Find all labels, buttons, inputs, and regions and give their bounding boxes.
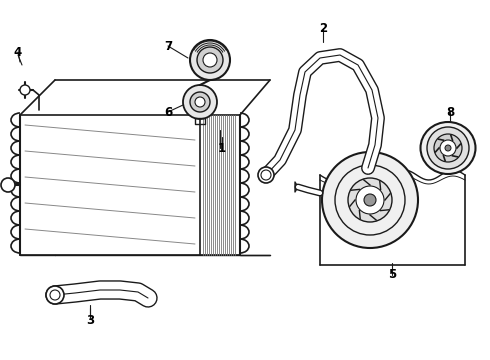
Circle shape bbox=[434, 134, 462, 162]
Circle shape bbox=[195, 97, 205, 107]
Text: 4: 4 bbox=[14, 45, 22, 59]
Text: 1: 1 bbox=[218, 141, 226, 154]
Circle shape bbox=[203, 53, 217, 67]
Circle shape bbox=[440, 140, 456, 156]
Circle shape bbox=[364, 194, 376, 206]
Ellipse shape bbox=[420, 122, 475, 174]
Text: 2: 2 bbox=[319, 22, 327, 35]
Circle shape bbox=[190, 92, 210, 112]
Circle shape bbox=[1, 178, 15, 192]
Text: 5: 5 bbox=[388, 269, 396, 282]
Circle shape bbox=[190, 40, 230, 80]
Circle shape bbox=[322, 152, 418, 248]
Circle shape bbox=[197, 47, 223, 73]
Text: 7: 7 bbox=[164, 40, 172, 53]
Text: 6: 6 bbox=[164, 105, 172, 118]
Circle shape bbox=[258, 167, 274, 183]
Circle shape bbox=[183, 85, 217, 119]
Circle shape bbox=[427, 127, 469, 169]
Circle shape bbox=[445, 145, 451, 151]
Text: 8: 8 bbox=[446, 105, 454, 118]
Circle shape bbox=[20, 85, 30, 95]
Circle shape bbox=[356, 186, 384, 214]
Text: 3: 3 bbox=[86, 314, 94, 327]
Circle shape bbox=[348, 178, 392, 222]
Circle shape bbox=[46, 286, 64, 304]
